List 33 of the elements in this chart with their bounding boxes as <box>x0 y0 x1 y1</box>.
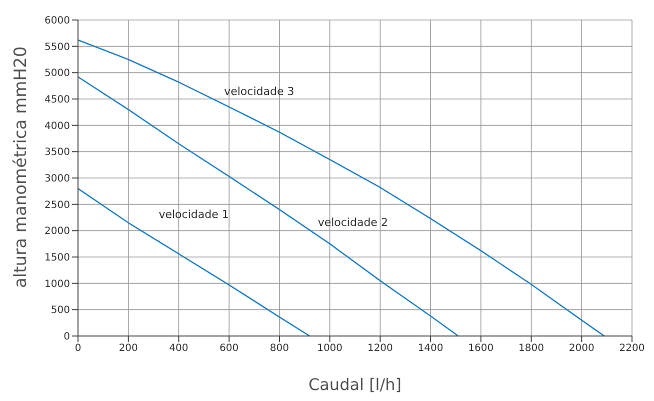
line-series <box>78 76 459 336</box>
series-label: velocidade 2 <box>318 216 388 229</box>
x-tick-label: 2200 <box>619 343 645 354</box>
x-tick-label: 2000 <box>568 343 594 354</box>
x-tick-label: 200 <box>118 343 138 354</box>
y-tick-label: 4000 <box>44 120 70 132</box>
x-tick-label: 1800 <box>518 343 544 354</box>
y-tick-label: 5500 <box>44 42 70 53</box>
y-tick-label: 3000 <box>44 174 70 185</box>
x-axis-title: Caudal [l/h] <box>308 375 402 394</box>
y-tick-label: 5000 <box>44 68 70 80</box>
x-tick-label: 1000 <box>317 343 343 354</box>
line-series <box>78 188 310 336</box>
x-tick-label: 1600 <box>468 343 494 354</box>
y-axis-title: altura manométrica mmH20 <box>11 46 32 288</box>
series-label: velocidade 3 <box>224 84 294 98</box>
y-tick-label: 500 <box>50 305 70 316</box>
y-tick-label: 6000 <box>44 16 70 27</box>
x-tick-label: 800 <box>270 343 289 354</box>
y-tick-label: 1500 <box>44 252 70 264</box>
y-tick-label: 4500 <box>44 94 70 106</box>
y-tick-label: 1000 <box>44 278 70 290</box>
line-series <box>78 39 605 336</box>
y-tick-label: 2000 <box>44 226 70 238</box>
x-tick-label: 1400 <box>418 343 444 354</box>
y-tick-label: 0 <box>64 332 70 343</box>
x-tick-label: 600 <box>220 343 239 354</box>
x-tick-label: 1200 <box>367 343 393 354</box>
y-tick-label: 3500 <box>44 147 70 158</box>
series-label: velocidade 1 <box>158 208 229 221</box>
y-tick-label: 2500 <box>44 200 70 211</box>
x-tick-label: 400 <box>169 343 188 354</box>
x-tick-label: 0 <box>74 343 82 354</box>
